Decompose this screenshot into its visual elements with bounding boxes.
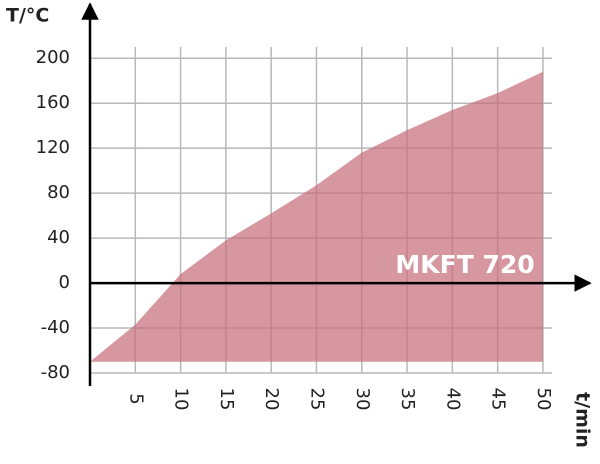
- area: [90, 71, 543, 362]
- x-tick-label: 20: [261, 388, 282, 411]
- annotation: MKFT 720: [395, 250, 534, 279]
- x-tick-label: 45: [488, 388, 509, 411]
- y-axis-label: T/°C: [6, 5, 49, 27]
- y-tick-label: 160: [36, 92, 70, 113]
- x-axis-label: t/min: [572, 392, 594, 448]
- x-tick-label: 25: [306, 388, 327, 411]
- x-tick-label: 35: [397, 388, 418, 411]
- x-tick-label: 50: [533, 388, 554, 411]
- y-tick-label: -80: [41, 362, 70, 383]
- x-tick-label: 10: [171, 388, 192, 411]
- x-tick-label: 40: [442, 388, 463, 411]
- y-tick-label: 0: [59, 272, 70, 293]
- x-tick-label: 30: [352, 388, 373, 411]
- y-tick-label: 40: [47, 227, 70, 248]
- y-tick-label: 120: [36, 137, 70, 158]
- y-tick-label: 80: [47, 182, 70, 203]
- x-tick-label: 5: [125, 393, 146, 404]
- y-tick-label: 200: [36, 47, 70, 68]
- x-tick-label: 15: [216, 388, 237, 411]
- y-tick-label: -40: [41, 317, 70, 338]
